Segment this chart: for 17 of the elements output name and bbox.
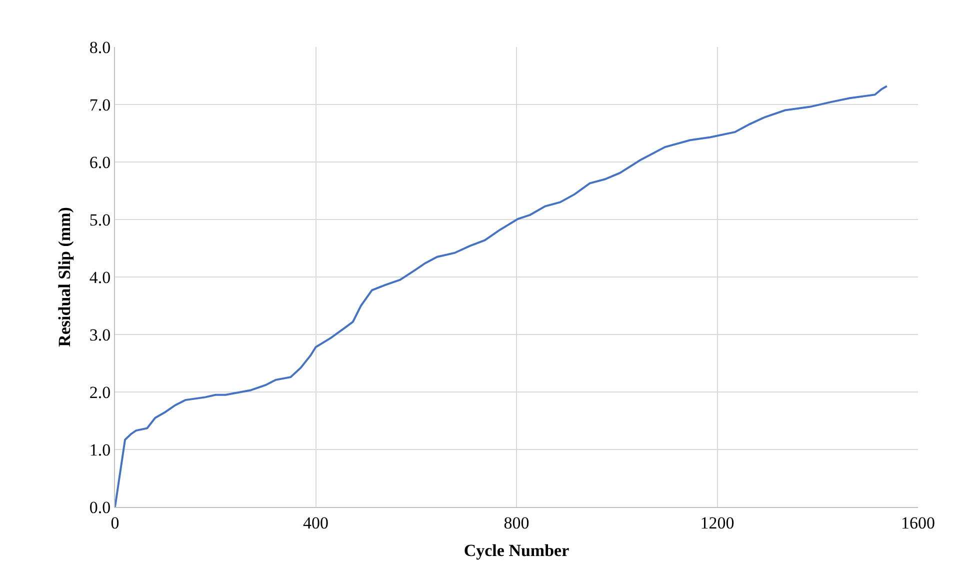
y-tick-label: 6.0 [89, 152, 111, 172]
y-tick-label: 3.0 [89, 325, 111, 344]
y-tick-label: 2.0 [89, 382, 111, 402]
x-tick-label: 800 [504, 513, 530, 532]
x-tick-label: 400 [303, 513, 328, 532]
x-axis-title: Cycle Number [464, 540, 570, 560]
y-tick-label: 4.0 [89, 268, 111, 287]
y-tick-label: 7.0 [89, 95, 111, 114]
x-tick-label: 1600 [901, 513, 935, 532]
y-axis-title: Residual Slip (mm) [54, 207, 74, 347]
x-tick-label: 0 [110, 513, 120, 532]
y-tick-label: 0.0 [89, 498, 111, 517]
x-tick-label: 1200 [700, 513, 734, 532]
line-series [115, 85, 888, 507]
y-tick-label: 5.0 [89, 210, 111, 230]
y-tick-label: 8.0 [89, 38, 111, 57]
y-tick-label: 1.0 [89, 440, 111, 460]
